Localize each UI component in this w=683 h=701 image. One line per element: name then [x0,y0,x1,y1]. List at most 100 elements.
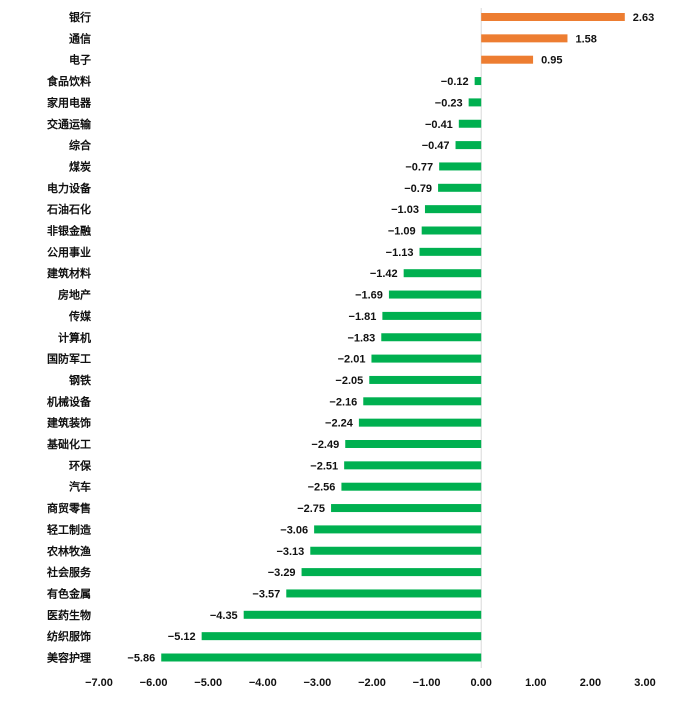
bar [161,653,482,662]
bar [301,568,482,577]
data-label: −0.47 [422,140,450,152]
category-label: 煤炭 [69,159,91,173]
category-label: 基础化工 [46,437,91,451]
data-label: −0.23 [435,97,463,109]
data-label: −2.51 [310,460,338,472]
x-tick-label: −4.00 [249,677,277,689]
data-label: −2.56 [308,482,336,494]
category-label: 家用电器 [47,95,92,109]
category-label: 银行 [69,10,91,24]
data-label: −1.13 [386,247,414,259]
data-label: −5.86 [127,653,155,665]
category-label: 农林牧渔 [46,544,91,558]
category-label: 食品饮料 [47,74,91,88]
category-label: 纺织服饰 [47,629,91,643]
bar [363,397,482,406]
bar [438,183,482,192]
bar [424,205,482,214]
data-label: −2.05 [335,375,363,387]
category-label: 钢铁 [69,373,91,387]
category-label: 环保 [69,458,92,472]
category-label: 传媒 [68,309,92,323]
bar [388,290,482,299]
bar [421,226,482,235]
x-tick-label: −1.00 [413,677,441,689]
data-label: −2.16 [329,396,357,408]
bar [468,98,482,107]
data-label: −3.06 [280,524,308,536]
category-label: 美容护理 [47,651,91,665]
x-tick-labels-layer: −7.00 −6.00 −5.00 −4.00 −3.00 −2.00 −1.00 0.00 1… [85,677,656,689]
data-label: −3.29 [268,567,296,579]
category-label: 计算机 [58,330,91,344]
data-label: −2.24 [325,418,354,430]
data-label: −1.69 [355,290,383,302]
data-label: −2.01 [338,354,366,366]
data-label: −2.75 [297,503,325,515]
bar [344,461,482,470]
bar [419,247,482,256]
category-label: 机械设备 [47,394,92,408]
bar [458,119,482,128]
x-tick-label: −5.00 [194,677,222,689]
bar [286,589,482,598]
bar [358,418,482,427]
data-label: −0.41 [425,119,453,131]
x-tick-label: 1.00 [525,677,546,689]
bar [481,13,625,21]
category-label: 房地产 [58,288,91,302]
category-label: 公用事业 [47,245,91,259]
category-label: 医药生物 [47,608,91,622]
bar [345,440,482,448]
category-label: 国防军工 [47,352,91,366]
bar [369,375,482,384]
bar [310,546,482,555]
category-label: 电力设备 [47,181,92,195]
bar [243,610,482,619]
bar [474,77,482,86]
x-tick-label: 2.00 [580,677,601,689]
bar [201,632,482,641]
category-label: 石油石化 [46,202,91,216]
category-label: 建筑材料 [47,266,91,280]
bar [439,162,482,171]
bar [314,525,482,534]
data-label: −2.49 [311,439,339,451]
bar [455,141,482,150]
x-tick-label: −7.00 [85,677,113,689]
data-label: −5.12 [168,631,196,643]
data-label: −1.81 [349,311,377,323]
x-tick-label: −2.00 [358,677,386,689]
bar [331,504,482,513]
category-label: 非银金融 [47,224,91,238]
category-label: 建筑装饰 [47,416,91,430]
data-label: −0.12 [441,76,469,88]
category-label: 交通运输 [47,117,92,131]
category-label: 轻工制造 [47,522,92,536]
bar [403,269,482,278]
data-label: 2.63 [633,12,654,24]
bar [341,482,482,491]
bar [481,34,568,43]
category-label: 综合 [69,138,92,152]
category-label: 电子 [69,53,91,67]
category-label: 汽车 [69,480,91,494]
x-tick-label: 0.00 [470,677,491,689]
data-label: −1.03 [391,204,419,216]
data-label: 1.58 [575,33,596,45]
data-label: −1.83 [347,332,375,344]
data-label: −3.57 [252,588,280,600]
category-label: 有色金属 [47,586,91,600]
bar [371,354,482,363]
data-label: −0.79 [404,183,432,195]
value-labels-layer: 2.63 1.58 0.95 −0.12 −0.23 −0.41 −0.47 −0.77 −0.… [127,12,654,665]
x-tick-label: 3.00 [634,677,655,689]
bars-layer [161,13,625,662]
bar [382,311,482,320]
data-label: −3.13 [276,546,304,558]
bar [481,55,534,64]
data-label: −1.42 [370,268,398,280]
data-label: 0.95 [541,55,562,67]
category-labels-layer: 银行通信电子食品饮料家用电器交通运输综合煤炭电力设备石油石化非银金融公用事业建筑… [46,10,92,665]
